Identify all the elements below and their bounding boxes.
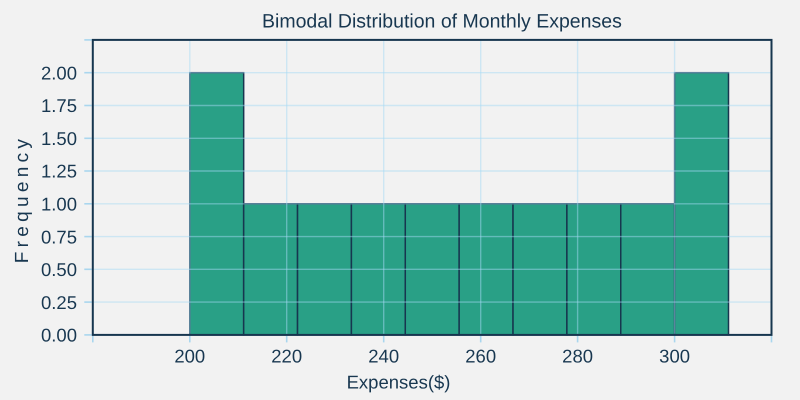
svg-text:Expenses($): Expenses($) (347, 372, 451, 393)
svg-text:Bimodal Distribution of Monthl: Bimodal Distribution of Monthly Expenses (262, 11, 622, 33)
svg-text:1.50: 1.50 (41, 128, 77, 149)
svg-text:0.00: 0.00 (41, 325, 77, 346)
svg-text:260: 260 (465, 346, 496, 367)
svg-text:0.50: 0.50 (41, 259, 77, 280)
svg-text:1.00: 1.00 (41, 194, 77, 215)
svg-text:220: 220 (271, 346, 302, 367)
svg-text:200: 200 (174, 346, 205, 367)
svg-text:280: 280 (562, 346, 593, 367)
svg-text:0.75: 0.75 (41, 226, 77, 247)
svg-text:2.00: 2.00 (41, 62, 77, 83)
svg-text:1.75: 1.75 (41, 95, 77, 116)
svg-text:0.25: 0.25 (41, 292, 77, 313)
svg-text:240: 240 (368, 346, 399, 367)
svg-text:300: 300 (659, 346, 690, 367)
svg-text:1.25: 1.25 (41, 161, 77, 182)
svg-text:Frequency: Frequency (12, 135, 33, 263)
